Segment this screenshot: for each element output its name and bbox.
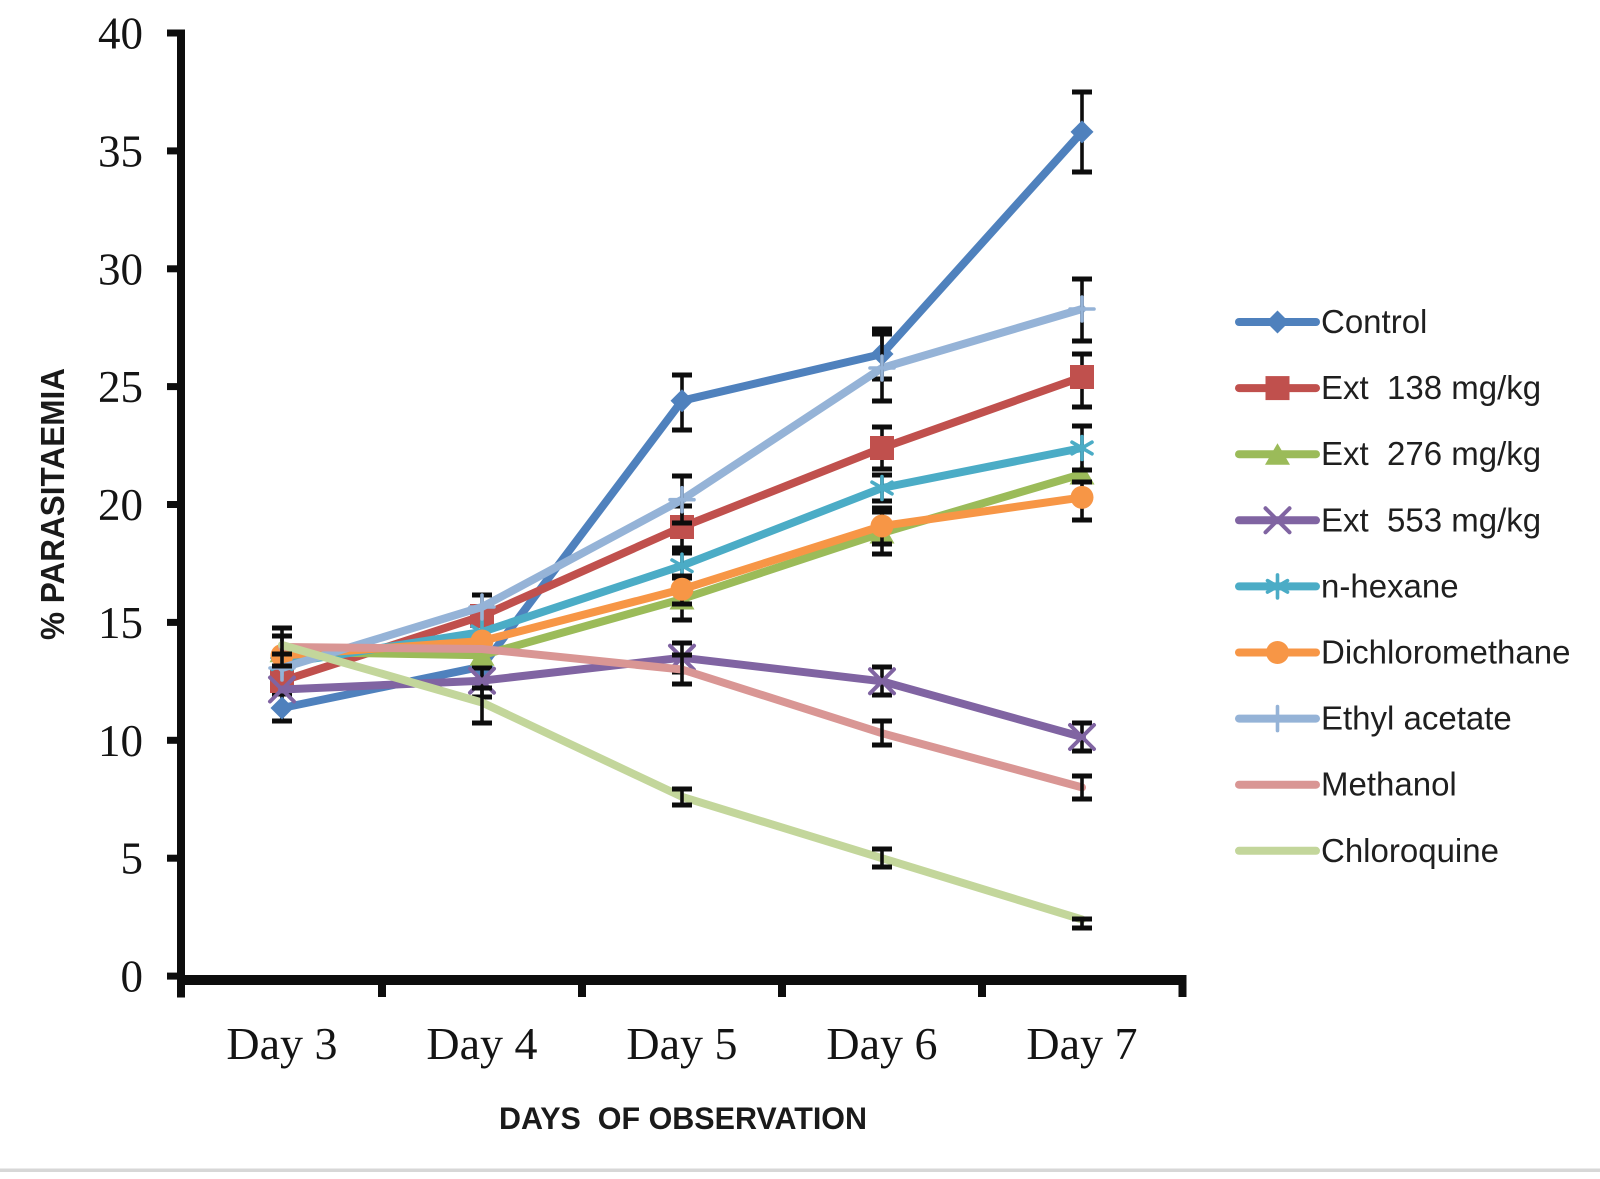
svg-text:30: 30 bbox=[98, 244, 143, 294]
svg-text:Ext 276 mg/kg: Ext 276 mg/kg bbox=[1321, 435, 1541, 472]
svg-text:Day 4: Day 4 bbox=[426, 1018, 537, 1069]
svg-text:Control: Control bbox=[1321, 303, 1427, 340]
svg-text:5: 5 bbox=[121, 834, 144, 884]
svg-text:DAYS OF OBSERVATION: DAYS OF OBSERVATION bbox=[499, 1100, 867, 1136]
svg-text:0: 0 bbox=[121, 952, 144, 1002]
svg-text:40: 40 bbox=[98, 9, 143, 59]
svg-text:20: 20 bbox=[98, 480, 143, 530]
svg-text:Methanol: Methanol bbox=[1321, 766, 1457, 803]
svg-text:Day 6: Day 6 bbox=[826, 1018, 937, 1069]
svg-text:Day 3: Day 3 bbox=[226, 1018, 337, 1069]
svg-text:Ext 138 mg/kg: Ext 138 mg/kg bbox=[1321, 369, 1541, 406]
svg-text:35: 35 bbox=[98, 126, 143, 176]
svg-text:Ext 553 mg/kg: Ext 553 mg/kg bbox=[1321, 501, 1541, 538]
svg-text:15: 15 bbox=[98, 598, 143, 648]
svg-text:25: 25 bbox=[98, 362, 143, 412]
svg-text:Ethyl acetate: Ethyl acetate bbox=[1321, 700, 1512, 737]
svg-text:Day 5: Day 5 bbox=[626, 1018, 737, 1069]
svg-text:Dichloromethane: Dichloromethane bbox=[1321, 634, 1570, 671]
svg-text:n-hexane: n-hexane bbox=[1321, 567, 1459, 604]
svg-text:10: 10 bbox=[98, 716, 143, 766]
svg-text:% PARASITAEMIA: % PARASITAEMIA bbox=[35, 368, 72, 640]
svg-text:Chloroquine: Chloroquine bbox=[1321, 832, 1499, 869]
svg-text:Day 7: Day 7 bbox=[1026, 1018, 1137, 1069]
